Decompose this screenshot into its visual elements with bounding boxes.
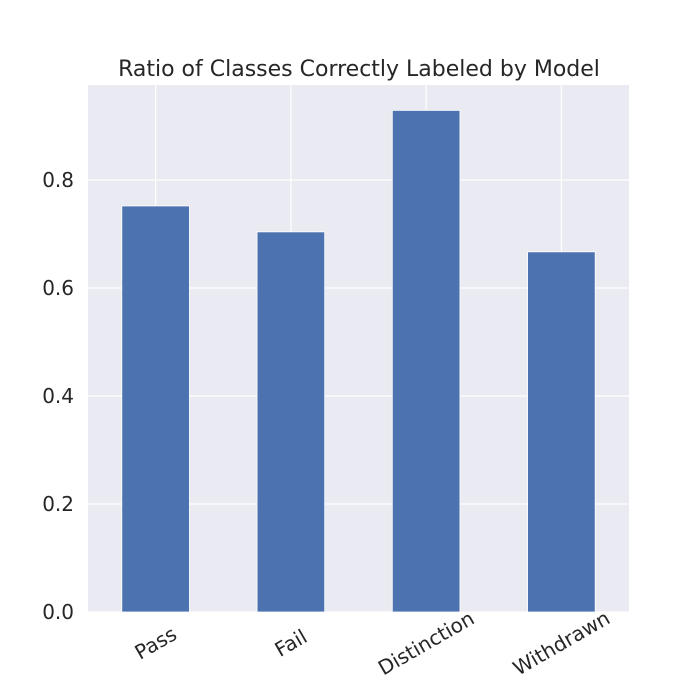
bar-distinction xyxy=(391,109,461,613)
bar-pass xyxy=(121,205,190,613)
bars xyxy=(121,109,596,613)
x-tick-label: Distinction xyxy=(374,606,478,680)
y-tick-label: 0.8 xyxy=(42,168,74,192)
x-tick-label: Fail xyxy=(271,624,312,661)
y-tick-label: 0.6 xyxy=(42,276,74,300)
x-tick-label: Pass xyxy=(130,622,180,665)
y-tick-label: 0.2 xyxy=(42,492,74,516)
bar-withdrawn xyxy=(527,251,596,613)
x-tick-label: Withdrawn xyxy=(509,606,614,681)
y-axis-ticks: 0.0 0.2 0.4 0.6 0.8 xyxy=(42,168,74,624)
bar-fail xyxy=(256,231,326,613)
x-axis-ticks: Pass Fail Distinction Withdrawn xyxy=(130,606,614,681)
chart-title: Ratio of Classes Correctly Labeled by Mo… xyxy=(118,57,600,82)
y-tick-label: 0.4 xyxy=(42,384,74,408)
y-tick-label: 0.0 xyxy=(42,600,74,624)
